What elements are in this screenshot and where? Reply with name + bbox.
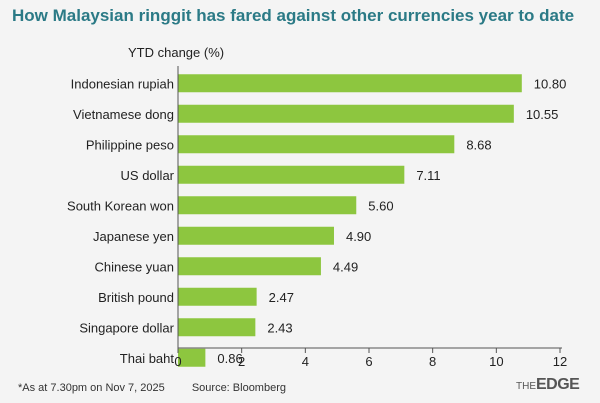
category-label: South Korean won xyxy=(67,198,174,213)
category-label: British pound xyxy=(98,290,174,305)
bar xyxy=(178,318,256,337)
value-label: 4.90 xyxy=(346,229,371,244)
value-label: 2.47 xyxy=(269,290,294,305)
value-label: 10.55 xyxy=(526,107,559,122)
category-label: Vietnamese dong xyxy=(73,107,174,122)
category-label: Singapore dollar xyxy=(79,320,174,335)
category-label: Chinese yuan xyxy=(95,259,175,274)
source-note: Source: Bloomberg xyxy=(191,382,286,394)
value-label: 2.43 xyxy=(267,320,292,335)
bar xyxy=(178,226,334,245)
footnote: *As at 7.30pm on Nov 7, 2025 xyxy=(18,382,165,394)
value-label: 0.86 xyxy=(217,351,242,366)
footer: *As at 7.30pm on Nov 7, 2025 Source: Blo… xyxy=(18,382,286,394)
x-tick-label: 4 xyxy=(302,354,309,369)
category-label: Philippine peso xyxy=(86,137,174,152)
x-tick-label: 6 xyxy=(365,354,372,369)
y-axis-label: YTD change (%) xyxy=(128,45,225,60)
bar xyxy=(178,348,206,367)
x-tick-label: 12 xyxy=(553,354,567,369)
value-label: 10.80 xyxy=(534,76,567,91)
logo-edge: EDGE xyxy=(536,376,580,393)
value-label: 4.49 xyxy=(333,259,358,274)
x-tick-label: 0 xyxy=(174,354,181,369)
category-label: Japanese yen xyxy=(93,229,174,244)
value-label: 8.68 xyxy=(466,137,491,152)
logo-the: THE xyxy=(516,381,536,392)
bar xyxy=(178,135,455,154)
chart-title: How Malaysian ringgit has fared against … xyxy=(12,6,575,25)
category-label: Thai baht xyxy=(120,351,175,366)
bar xyxy=(178,196,357,215)
category-label: Indonesian rupiah xyxy=(71,76,174,91)
x-tick-label: 8 xyxy=(429,354,436,369)
value-label: 5.60 xyxy=(368,198,393,213)
category-label: US dollar xyxy=(121,168,175,183)
x-tick-label: 2 xyxy=(238,354,245,369)
bar xyxy=(178,257,321,276)
value-label: 7.11 xyxy=(416,168,440,183)
bar xyxy=(178,104,514,123)
bar xyxy=(178,165,405,184)
bar xyxy=(178,287,257,306)
bar xyxy=(178,74,522,93)
x-tick-label: 10 xyxy=(489,354,503,369)
the-edge-logo: THEEDGE xyxy=(516,376,580,394)
